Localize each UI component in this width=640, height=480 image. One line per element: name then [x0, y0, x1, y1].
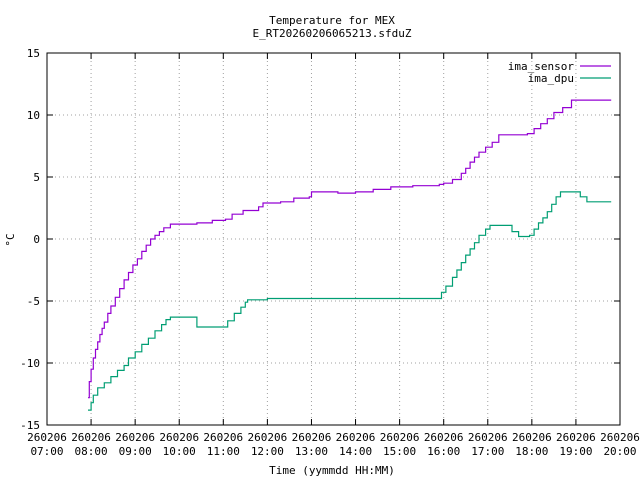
y-tick-label: -15 [20, 419, 40, 432]
y-tick-label: -10 [20, 357, 40, 370]
y-tick-label: 5 [33, 171, 40, 184]
chart-title: Temperature for MEX [269, 14, 395, 27]
x-tick-date-label: 260206 [512, 431, 552, 444]
series-line-ima-dpu [88, 191, 612, 411]
x-tick-time-label: 17:00 [471, 445, 504, 458]
series-line-ima-sensor [88, 99, 612, 399]
x-tick-time-label: 15:00 [383, 445, 416, 458]
y-tick-label: 0 [33, 233, 40, 246]
x-tick-time-label: 09:00 [119, 445, 152, 458]
y-tick-label: 10 [27, 109, 40, 122]
legend-label: ima_dpu [528, 72, 574, 85]
x-tick-time-label: 18:00 [515, 445, 548, 458]
x-tick-date-label: 260206 [159, 431, 199, 444]
x-tick-date-label: 260206 [71, 431, 111, 444]
x-tick-time-label: 20:00 [603, 445, 636, 458]
y-tick-label: 15 [27, 47, 40, 60]
x-tick-date-label: 260206 [203, 431, 243, 444]
x-tick-date-label: 260206 [27, 431, 67, 444]
x-tick-time-label: 14:00 [339, 445, 372, 458]
x-tick-date-label: 260206 [292, 431, 332, 444]
x-tick-date-label: 260206 [556, 431, 596, 444]
x-tick-time-label: 12:00 [251, 445, 284, 458]
x-tick-time-label: 19:00 [559, 445, 592, 458]
x-tick-date-label: 260206 [424, 431, 464, 444]
x-tick-time-label: 08:00 [75, 445, 108, 458]
x-tick-date-label: 260206 [380, 431, 420, 444]
x-tick-date-label: 260206 [600, 431, 640, 444]
x-tick-time-label: 11:00 [207, 445, 240, 458]
chart-subtitle: E_RT20260206065213.sfduZ [253, 27, 412, 40]
x-tick-time-label: 13:00 [295, 445, 328, 458]
x-axis-label: Time (yymmdd HH:MM) [269, 464, 395, 477]
x-tick-date-label: 260206 [115, 431, 155, 444]
x-tick-date-label: 260206 [468, 431, 508, 444]
axis-ticks: 151050-5-10-1526020607:0026020608:002602… [20, 47, 640, 458]
y-axis-label: °C [4, 233, 17, 246]
y-tick-label: -5 [27, 295, 40, 308]
x-tick-time-label: 16:00 [427, 445, 460, 458]
series-layer [88, 99, 612, 411]
x-tick-date-label: 260206 [336, 431, 376, 444]
legend-label: ima_sensor [508, 60, 575, 73]
x-tick-date-label: 260206 [248, 431, 288, 444]
x-tick-time-label: 10:00 [163, 445, 196, 458]
x-tick-time-label: 07:00 [30, 445, 63, 458]
